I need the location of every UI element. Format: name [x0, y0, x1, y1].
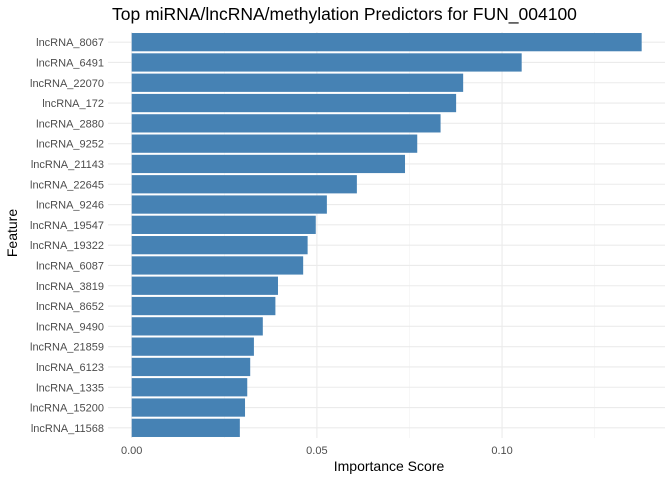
bar-lncRNA_19547 — [131, 215, 316, 234]
y-tick-label: lncRNA_19322 — [30, 240, 104, 252]
y-tick-label: lncRNA_8652 — [36, 301, 104, 313]
x-tick-label: 0.00 — [121, 445, 142, 457]
y-tick-label: lncRNA_9246 — [36, 200, 104, 212]
x-tick-label: 0.05 — [306, 445, 327, 457]
y-tick-label: lncRNA_6491 — [36, 57, 104, 69]
bar-lncRNA_15200 — [131, 398, 246, 417]
bar-lncRNA_3819 — [131, 276, 278, 295]
y-tick-label: lncRNA_8067 — [36, 37, 104, 49]
y-tick-label: lncRNA_19547 — [30, 220, 104, 232]
bar-lncRNA_6087 — [131, 256, 304, 275]
y-tick-label: lncRNA_172 — [42, 98, 104, 110]
y-axis-title: Feature — [4, 209, 20, 257]
grid-layer — [108, 32, 665, 438]
bar-lncRNA_172 — [131, 93, 457, 113]
y-tick-label: lncRNA_1335 — [36, 382, 104, 394]
y-tick-label: lncRNA_3819 — [36, 281, 104, 293]
bar-lncRNA_6491 — [131, 53, 522, 72]
bar-lncRNA_9490 — [131, 317, 263, 336]
chart-title: Top miRNA/lncRNA/methylation Predictors … — [112, 4, 577, 25]
y-tick-label: lncRNA_15200 — [30, 403, 104, 415]
x-tick-labels: 0.00 0.05 0.10 — [121, 445, 513, 457]
x-tick-label: 0.10 — [491, 445, 512, 457]
bar-lncRNA_9252 — [131, 134, 418, 153]
y-tick-label: lncRNA_6123 — [36, 362, 104, 374]
y-tick-label: lncRNA_6087 — [36, 260, 104, 272]
bars-layer — [131, 33, 642, 437]
y-tick-label: lncRNA_22070 — [30, 78, 104, 90]
y-tick-label: lncRNA_22645 — [30, 179, 104, 191]
bar-lncRNA_8067 — [131, 33, 642, 52]
bar-lncRNA_1335 — [131, 378, 248, 397]
x-axis-title: Importance Score — [334, 458, 445, 474]
y-tick-label: lncRNA_21859 — [30, 342, 104, 354]
bar-lncRNA_22645 — [131, 175, 357, 194]
y-tick-labels: lncRNA_8067 lncRNA_6491 lncRNA_22070 lncRNA… — [30, 37, 104, 435]
bar-lncRNA_19322 — [131, 236, 308, 255]
bar-lncRNA_21143 — [131, 154, 406, 174]
y-tick-label: lncRNA_9252 — [36, 139, 104, 151]
bar-lncRNA_9246 — [131, 195, 327, 214]
y-tick-label: lncRNA_9490 — [36, 321, 104, 333]
bar-lncRNA_11568 — [131, 418, 240, 437]
bar-lncRNA_21859 — [131, 337, 254, 356]
bar-lncRNA_2880 — [131, 114, 441, 133]
bar-lncRNA_22070 — [131, 73, 464, 92]
y-tick-label: lncRNA_21143 — [31, 159, 104, 171]
bar-lncRNA_8652 — [131, 296, 276, 316]
y-tick-label: lncRNA_2880 — [36, 118, 104, 130]
y-tick-label: lncRNA_11568 — [31, 423, 104, 435]
bar-lncRNA_6123 — [131, 357, 251, 377]
